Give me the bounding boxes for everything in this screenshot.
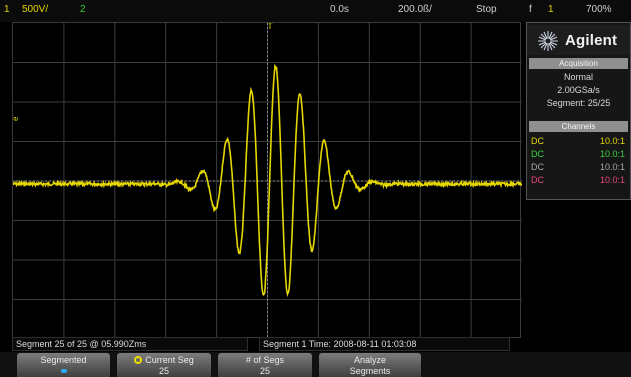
entry-knob-icon [134,356,143,364]
ch1-scale: 500V/ [22,4,49,15]
channel-coupling: DC [531,149,544,159]
channel-row: DC 10.0:1 [531,149,627,161]
ch1-scale-marker: e [13,116,20,121]
acquisition-header: Acquisition [529,58,628,69]
channel-coupling: DC [531,162,544,172]
probe-ratio: 10.0:1 [599,149,625,159]
channel-coupling: DC [531,175,544,185]
sample-rate: 2.00GSa/s [557,85,600,95]
num-segs-softkey[interactable]: # of Segs 25 [218,353,312,377]
analyze-label-2: Segments [349,366,391,376]
agilent-spark-icon [538,31,558,51]
trigger-source: 1 [548,4,554,15]
segmented-label: Segmented [40,355,87,365]
segmented-indicator-icon [60,369,67,373]
waveform-grid-and-trace: T 1 e [13,23,522,339]
time-scale: 200.0ß/ [398,4,432,15]
ch1-number: 1 [4,4,10,15]
brand-logo: Agilent [565,32,618,49]
channel-coupling: DC [531,136,544,146]
segment-time: Segment 1 Time: 2008-08-11 01:03:08 [259,337,510,351]
current-seg-value: 25 [158,366,169,376]
acquisition-mode: Normal [563,72,593,82]
probe-ratio: 10.0:1 [599,175,625,185]
num-segs-label: # of Segs [245,355,285,365]
side-panel: Agilent Acquisition Normal 2.00GSa/s Seg… [526,22,631,200]
ch1-waveform [13,63,522,298]
current-seg-softkey[interactable]: Current Seg 25 [117,353,211,377]
trigger-slope-icon: f [529,4,532,15]
ch2-number: 2 [80,4,86,15]
brand-header: Agilent [527,25,630,55]
channel-row: DC 10.0:1 [531,136,627,148]
trigger-position-marker[interactable]: T [267,23,273,31]
status-bar: 1 500V/ 2 0.0s 200.0ß/ Stop f 1 700% [0,0,631,22]
graticule [13,23,522,339]
time-delay: 0.0s [330,4,349,15]
channel-row: DC 10.0:1 [531,175,627,187]
channels-header: Channels [529,121,628,132]
analyze-segments-softkey[interactable]: Analyze Segments [319,353,421,377]
probe-ratio: 10.0:1 [599,162,625,172]
segment-count: Segment: 25/25 [546,98,611,108]
num-segs-value: 25 [259,366,270,376]
probe-ratio: 10.0:1 [599,136,625,146]
run-state: Stop [476,4,497,15]
waveform-display[interactable]: T 1 e [12,22,522,339]
current-seg-label: Current Seg [145,355,194,365]
channel-row: DC 10.0:1 [531,162,627,174]
analyze-label: Analyze [353,355,387,365]
trigger-level: 700% [586,4,612,15]
segmented-softkey[interactable]: Segmented [17,353,110,377]
segment-info: Segment 25 of 25 @ 05.990Zms [12,337,248,351]
